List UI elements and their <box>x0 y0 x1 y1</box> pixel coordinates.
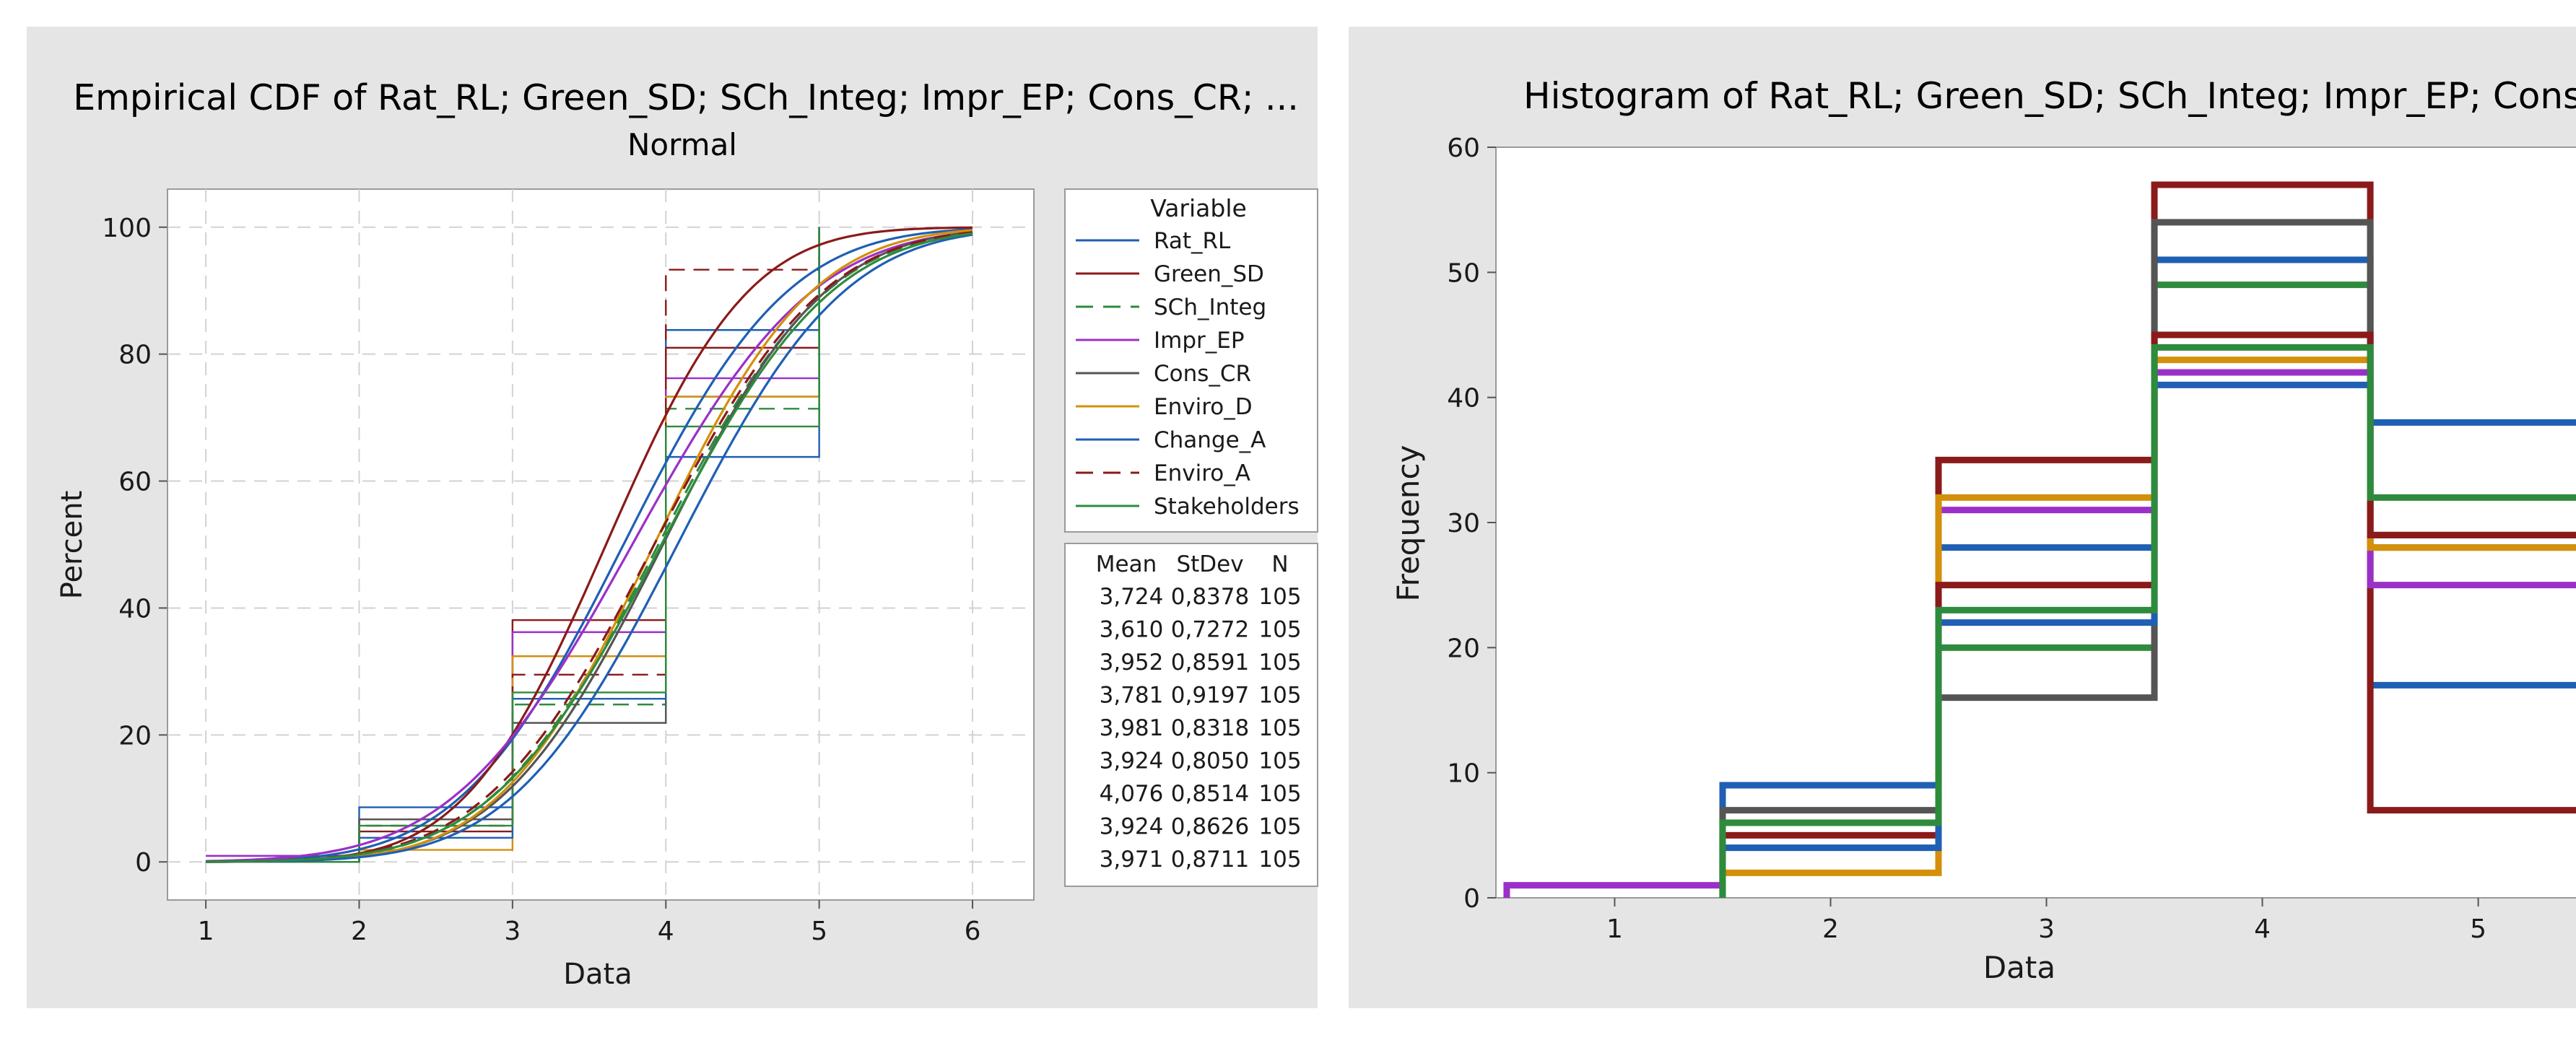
cdf-fitted-curve-stakeholders <box>206 232 973 863</box>
stats-stdev-value: 0,8711 <box>1171 847 1249 873</box>
stats-stdev-value: 0,7272 <box>1171 617 1249 643</box>
stats-n-value: 105 <box>1258 683 1301 709</box>
stats-n-value: 105 <box>1258 617 1301 643</box>
cdf-x-tick-label: 6 <box>965 917 981 946</box>
stats-mean-value: 3,952 <box>1100 650 1164 676</box>
stats-n-value: 105 <box>1258 715 1301 741</box>
cdf-legend-title: Variable <box>1150 194 1247 222</box>
legend-label-enviro-d: Enviro_D <box>1154 394 1253 420</box>
stats-mean-value: 3,924 <box>1100 814 1164 840</box>
stats-mean-value: 3,724 <box>1100 584 1164 610</box>
cdf-stats-box <box>1064 543 1318 887</box>
cdf-title: Empirical CDF of Rat_RL; Green_SD; SCh_I… <box>73 77 1299 118</box>
stats-mean-value: 3,971 <box>1100 847 1164 873</box>
histogram-y-tick-label: 0 <box>1463 884 1480 914</box>
cdf-x-axis-label: Data <box>563 958 632 991</box>
stats-stdev-value: 0,8050 <box>1171 748 1249 774</box>
histogram-title: Histogram of Rat_RL; Green_SD; SCh_Integ… <box>1523 75 2576 117</box>
stats-stdev-value: 0,8514 <box>1171 781 1249 807</box>
stats-n-value: 105 <box>1258 748 1301 774</box>
stats-header-stdev: StDev <box>1176 551 1243 577</box>
cdf-y-tick-label: 20 <box>118 721 152 751</box>
cdf-y-tick-label: 100 <box>102 214 152 243</box>
stats-mean-value: 4,076 <box>1100 781 1164 807</box>
stats-stdev-value: 0,8591 <box>1171 650 1249 676</box>
histogram-y-tick-label: 30 <box>1447 509 1480 538</box>
histogram-x-tick-label: 3 <box>2038 914 2055 944</box>
stats-stdev-value: 0,9197 <box>1171 683 1249 709</box>
histogram-y-tick-label: 10 <box>1447 759 1480 789</box>
legend-label-change-a: Change_A <box>1154 427 1266 453</box>
cdf-y-tick-label: 80 <box>118 341 152 370</box>
cdf-legend-box <box>1064 188 1318 533</box>
histogram-outline-impr-ep <box>1503 369 2576 898</box>
cdf-panel: Empirical CDF of Rat_RL; Green_SD; SCh_I… <box>27 27 1318 1008</box>
stats-n-value: 105 <box>1258 847 1301 873</box>
stats-n-value: 105 <box>1258 814 1301 840</box>
stats-n-value: 105 <box>1258 584 1301 610</box>
cdf-legend-entries: Rat_RL Green_SD SCh_Integ Impr_EP Cons_CR Env… <box>1076 228 1300 520</box>
stats-stdev-value: 0,8318 <box>1171 715 1249 741</box>
stats-header-n: N <box>1271 551 1288 577</box>
histogram-x-tick-label: 2 <box>1822 914 1839 944</box>
cdf-fitted-curve-rat-rl <box>206 228 973 863</box>
stats-mean-value: 3,981 <box>1100 715 1164 741</box>
stats-stdev-value: 0,8378 <box>1171 584 1249 610</box>
stats-mean-value: 3,781 <box>1100 683 1164 709</box>
cdf-plot-area <box>167 188 1035 901</box>
cdf-y-tick-label: 40 <box>118 594 152 624</box>
legend-label-impr-ep: Impr_EP <box>1154 328 1245 354</box>
legend-label-enviro-a: Enviro_A <box>1154 460 1250 486</box>
legend-label-cons-cr: Cons_CR <box>1154 361 1251 387</box>
stats-n-value: 105 <box>1258 650 1301 676</box>
histogram-x-tick-label: 4 <box>2254 914 2271 944</box>
legend-label-stakeholders: Stakeholders <box>1154 494 1300 520</box>
cdf-y-axis-label: Percent <box>56 491 89 600</box>
histogram-y-tick-label: 50 <box>1447 258 1480 288</box>
cdf-x-tick-label: 4 <box>658 917 674 946</box>
legend-label-rat-rl: Rat_RL <box>1154 228 1231 254</box>
cdf-subtitle: Normal <box>627 127 737 162</box>
histogram-x-tick-label: 5 <box>2470 914 2486 944</box>
stats-n-value: 105 <box>1258 781 1301 807</box>
cdf-empirical-step-sch-integ <box>206 227 820 863</box>
histogram-step-outlines <box>1503 181 2576 898</box>
stats-mean-value: 3,924 <box>1100 748 1164 774</box>
legend-label-sch-integ: SCh_Integ <box>1154 294 1266 320</box>
histogram-plot-area <box>1495 147 2576 899</box>
cdf-empirical-step-enviro-a <box>206 227 820 863</box>
cdf-fitted-curves <box>206 226 973 863</box>
histogram-x-axis-label: Data <box>1983 950 2055 985</box>
histogram-y-axis-label: Frequency <box>1391 445 1426 602</box>
cdf-y-tick-label: 0 <box>135 848 152 878</box>
histogram-y-tick-label: 60 <box>1447 134 1480 163</box>
histogram-panel: Histogram of Rat_RL; Green_SD; SCh_Integ… <box>1349 27 2576 1008</box>
histogram-outline-stakeholders <box>1719 344 2576 898</box>
cdf-x-tick-label: 3 <box>504 917 521 946</box>
cdf-stats-rows: 3,724 0,8378 105 3,610 0,7272 105 3,952 0,8591 1… <box>1100 584 1302 873</box>
stats-header-mean: Mean <box>1096 551 1157 577</box>
stats-mean-value: 3,610 <box>1100 617 1164 643</box>
cdf-x-tick-label: 2 <box>351 917 367 946</box>
histogram-y-tick-label: 40 <box>1447 384 1480 414</box>
cdf-x-tick-label: 1 <box>198 917 214 946</box>
cdf-fitted-curve-impr-ep <box>206 231 973 862</box>
cdf-x-tick-label: 5 <box>811 917 827 946</box>
cdf-y-tick-label: 60 <box>118 468 152 497</box>
cdf-fitted-curve-change-a <box>206 233 973 863</box>
stats-stdev-value: 0,8626 <box>1171 814 1249 840</box>
legend-label-green-sd: Green_SD <box>1154 261 1264 287</box>
histogram-x-tick-label: 1 <box>1606 914 1623 944</box>
histogram-y-tick-label: 20 <box>1447 634 1480 663</box>
cdf-grid <box>167 189 1034 900</box>
